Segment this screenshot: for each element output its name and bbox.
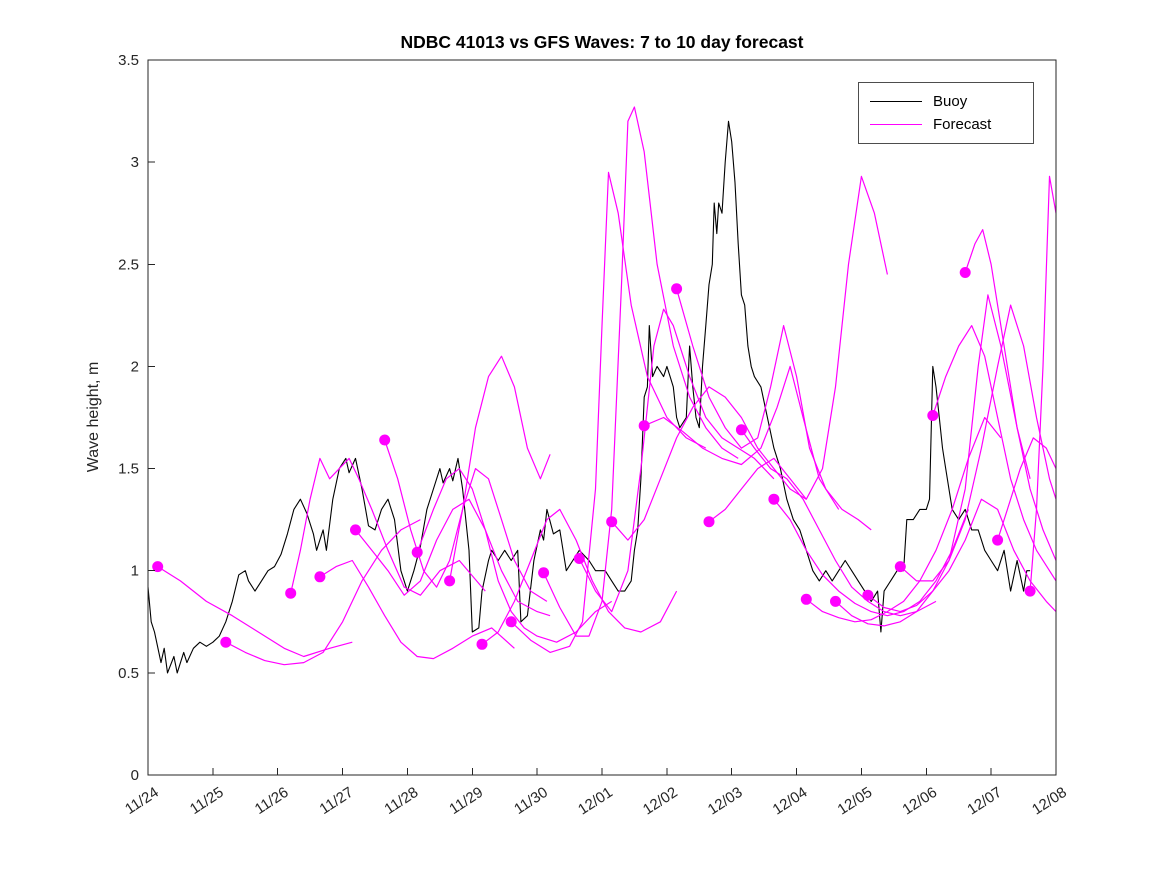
forecast-line-22 (932, 325, 1056, 582)
y-tick-label: 2.5 (118, 256, 139, 273)
forecast-line-18 (805, 416, 1002, 623)
legend-item-forecast: Forecast (859, 113, 1033, 136)
x-tick-label: 11/29 (446, 784, 486, 818)
forecast-line-4 (355, 498, 551, 617)
forecast-line-2 (290, 457, 486, 596)
x-tick-label: 12/02 (640, 784, 681, 819)
y-tick-label: 1 (131, 563, 139, 580)
forecast-line-19 (835, 294, 1031, 627)
forecast-start-marker-2 (285, 587, 297, 599)
forecast-line-9 (510, 171, 707, 653)
forecast-start-marker-10 (538, 567, 550, 579)
forecast-line-14 (676, 288, 872, 531)
x-tick-label: 11/28 (381, 784, 421, 818)
y-tick-label: 2 (131, 358, 139, 375)
forecast-start-marker-1 (220, 636, 232, 648)
x-tick-label: 12/01 (575, 784, 616, 819)
forecast-start-marker-8 (476, 638, 488, 650)
x-tick-label: 12/07 (964, 784, 1005, 819)
forecast-start-marker-20 (862, 589, 874, 601)
forecast-line-12 (611, 386, 807, 541)
buoy-line (148, 120, 1031, 674)
x-tick-label: 11/24 (122, 784, 162, 818)
y-tick-label: 1.5 (118, 461, 139, 478)
x-tick-label: 11/27 (317, 784, 357, 818)
forecast-line-24 (997, 437, 1056, 541)
forecast-line-7 (449, 355, 551, 582)
forecast-start-marker-22 (927, 410, 939, 421)
forecast-start-marker-3 (314, 571, 326, 583)
forecast-start-marker-19 (830, 595, 841, 607)
forecast-start-marker-23 (959, 267, 971, 278)
forecast-line-10 (543, 106, 739, 637)
forecast-start-marker-12 (606, 516, 618, 528)
x-tick-label: 12/06 (899, 784, 940, 819)
axes-box (147, 59, 1057, 776)
forecast-line-1 (225, 519, 421, 666)
forecast-start-marker-17 (768, 493, 780, 505)
forecast-line-6 (416, 468, 613, 643)
forecast-start-marker-14 (671, 283, 683, 295)
forecast-start-marker-9 (505, 616, 517, 628)
forecast-start-marker-21 (894, 561, 906, 573)
forecast-start-marker-24 (992, 534, 1004, 546)
y-tick-label: 3 (131, 154, 139, 171)
plot-area (148, 106, 1056, 674)
x-tick-label: 12/05 (835, 784, 876, 819)
forecast-line-25 (1029, 175, 1056, 592)
forecast-line-15 (708, 175, 888, 523)
forecast-line-23 (964, 229, 1056, 561)
legend-forecast-label: Forecast (933, 116, 992, 133)
y-axis-label: Wave height, m (85, 361, 102, 473)
x-tick-label: 12/08 (1029, 784, 1070, 819)
forecast-line-3 (319, 559, 515, 660)
legend-forecast-line-sample (870, 124, 922, 125)
legend-item-buoy: Buoy (859, 90, 1033, 113)
y-tick-label: 0.5 (118, 665, 139, 682)
x-tick-label: 11/25 (187, 784, 227, 818)
forecast-start-marker-0 (152, 561, 164, 573)
forecast-start-marker-13 (638, 420, 650, 432)
forecast-line-16 (740, 429, 937, 617)
forecast-start-marker-4 (350, 524, 361, 536)
forecast-line-11 (578, 308, 775, 613)
forecast-start-marker-25 (1024, 585, 1036, 597)
x-tick-label: 11/30 (511, 784, 551, 818)
legend-buoy-label: Buoy (933, 93, 968, 110)
x-tick-label: 12/03 (705, 784, 746, 819)
chart-title: NDBC 41013 vs GFS Waves: 7 to 10 day for… (400, 32, 804, 52)
y-tick-label: 3.5 (118, 52, 139, 69)
forecast-start-marker-18 (800, 593, 812, 605)
forecast-start-marker-7 (444, 575, 456, 587)
legend-buoy-line-sample (870, 101, 922, 102)
forecast-line-21 (899, 304, 1056, 582)
y-tick-label: 0 (131, 767, 139, 784)
x-tick-label: 12/04 (770, 784, 811, 819)
forecast-line-0 (157, 566, 353, 658)
x-tick-label: 11/26 (252, 784, 292, 818)
forecast-start-marker-6 (411, 546, 423, 558)
forecast-start-marker-11 (573, 553, 585, 564)
forecast-line-8 (481, 508, 678, 645)
forecast-start-marker-5 (379, 434, 391, 446)
forecast-start-marker-16 (735, 424, 747, 436)
forecast-start-marker-15 (703, 516, 715, 528)
forecast-line-17 (773, 498, 969, 617)
forecast-line-20 (867, 498, 1056, 613)
legend: Buoy Forecast (858, 82, 1034, 144)
